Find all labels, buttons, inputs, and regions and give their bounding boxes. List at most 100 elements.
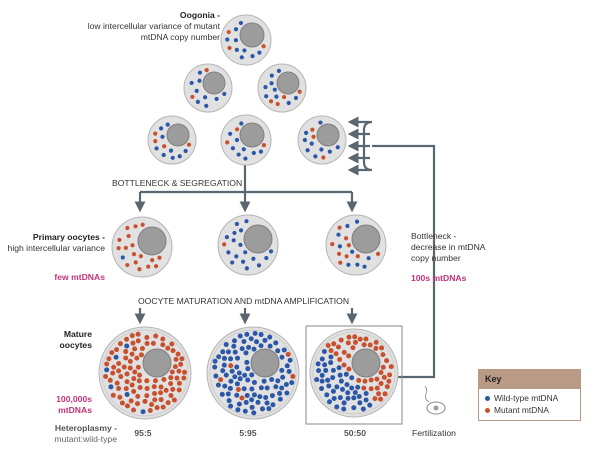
mutant-mtdna	[170, 348, 176, 354]
oogonia-cell-bottom-left	[147, 115, 197, 165]
primary-oocytes-title: Primary oocytes -	[32, 232, 105, 242]
wild-type-mtdna	[284, 390, 290, 396]
wild-type-mtdna	[230, 146, 236, 151]
wild-type-mtdna	[335, 145, 340, 150]
mutant-mtdna	[103, 374, 109, 380]
mutant-mtdna	[168, 393, 174, 399]
mutant-mtdna	[138, 254, 143, 259]
wild-type-mtdna	[234, 392, 240, 398]
wild-type-mtdna	[236, 152, 241, 157]
mutant-mtdna	[169, 369, 175, 375]
wild-type-mtdna	[225, 349, 231, 355]
mutant-mtdna	[311, 134, 316, 139]
mutant-mtdna	[114, 380, 120, 386]
wild-type-mtdna	[323, 367, 329, 373]
wild-type-mtdna	[124, 392, 130, 398]
mutant-mtdna	[352, 334, 358, 340]
nucleus	[166, 123, 190, 147]
mutant-mtdna	[344, 254, 349, 259]
wild-type-mtdna	[177, 154, 182, 159]
wild-type-mtdna	[341, 400, 347, 406]
wild-type-mtdna	[189, 80, 194, 86]
wild-type-mtdna	[302, 137, 308, 143]
mutant-mtdna	[130, 243, 135, 248]
mature-oocytes-label: Mature oocytes	[59, 329, 92, 350]
mutant-mtdna	[135, 338, 141, 344]
mutant-mtdna	[368, 386, 374, 392]
mutant-mtdna	[106, 356, 112, 362]
wild-type-mtdna	[305, 148, 310, 153]
mutant-mtdna	[297, 89, 302, 94]
mutant-mtdna	[132, 369, 138, 375]
wild-type-mtdna	[303, 130, 309, 136]
mutant-mtdna	[362, 378, 368, 384]
mutant-mtdna	[281, 94, 287, 100]
wild-type-mtdna	[336, 365, 342, 371]
wild-type-mtdna	[251, 392, 257, 398]
wild-type-mtdna	[363, 390, 369, 396]
wild-type-mtdna	[269, 73, 274, 78]
mutant-mtdna	[285, 351, 291, 357]
mutant-mtdna	[373, 339, 379, 345]
mutant-mtdna	[378, 369, 384, 375]
wild-type-mtdna	[239, 346, 245, 352]
mutant-mtdna	[117, 341, 123, 347]
wild-type-mtdna	[331, 396, 337, 402]
wild-type-mtdna	[257, 394, 263, 400]
mutant-mtdna	[162, 144, 167, 149]
mutant-mtdna	[176, 387, 182, 393]
wild-type-mtdna	[321, 348, 327, 354]
wild-type-mtdna	[228, 403, 234, 409]
wild-type-mtdna	[232, 374, 238, 380]
mutant-mtdna	[375, 251, 381, 256]
wild-type-mtdna	[213, 373, 219, 379]
wild-type-mtdna	[267, 334, 273, 340]
mutant-mtdna	[153, 139, 158, 144]
mutant-mtdna	[379, 345, 385, 351]
mutant-mtdna	[165, 345, 171, 351]
wild-type-mtdna	[270, 402, 276, 408]
mutant-mtdna	[123, 386, 129, 392]
mutant-mtdna	[144, 341, 150, 347]
mutant-mtdna	[163, 387, 169, 393]
mutant-mtdna	[204, 68, 209, 73]
wild-type-mtdna	[256, 263, 262, 268]
wild-type-mtdna	[221, 355, 227, 361]
mutant-mtdna	[114, 347, 120, 353]
mutant-mtdna	[110, 370, 116, 376]
mutant-mtdna	[146, 264, 151, 269]
key-item-label: Mutant mtDNA	[494, 405, 549, 415]
wild-type-mtdna	[243, 156, 248, 161]
wild-type-mtdna	[289, 380, 295, 386]
mutant-mtdna	[346, 334, 352, 340]
wild-type-mtdna	[263, 84, 268, 90]
wild-type-mtdna	[261, 378, 267, 384]
mutant-mtdna	[235, 127, 240, 132]
mutant-mtdna	[226, 29, 231, 35]
mutant-mtdna	[134, 355, 140, 361]
mutant-mtdna	[337, 356, 343, 362]
wild-type-mtdna	[228, 378, 234, 384]
wild-type-mtdna	[233, 38, 239, 43]
wild-type-mtdna	[222, 383, 228, 389]
wild-type-mtdna	[223, 372, 229, 378]
wild-type-mtdna	[194, 88, 199, 93]
wild-type-mtdna	[242, 372, 248, 378]
oogonia-cell-mid-left	[183, 63, 233, 113]
wild-type-mtdna	[258, 385, 264, 391]
wild-type-mtdna	[238, 20, 244, 26]
wild-type-mtdna	[226, 398, 232, 404]
mutant-mtdna	[111, 364, 117, 370]
mutant-mtdna	[182, 369, 188, 375]
wild-type-mtdna	[183, 148, 188, 154]
wild-type-mtdna	[241, 147, 246, 152]
wild-type-mtdna	[262, 337, 268, 343]
mutant-mtdna	[117, 237, 122, 243]
key-item-mutant: Mutant mtDNA	[479, 403, 580, 415]
wild-type-mtdna	[337, 244, 343, 249]
mutant-mtdna	[343, 236, 349, 241]
primary-oocytes-label: Primary oocytes - high intercellular var…	[5, 232, 105, 254]
mutant-mtdna	[151, 384, 157, 390]
mutant-mtdna	[152, 390, 158, 396]
mutant-mtdna	[190, 94, 195, 99]
